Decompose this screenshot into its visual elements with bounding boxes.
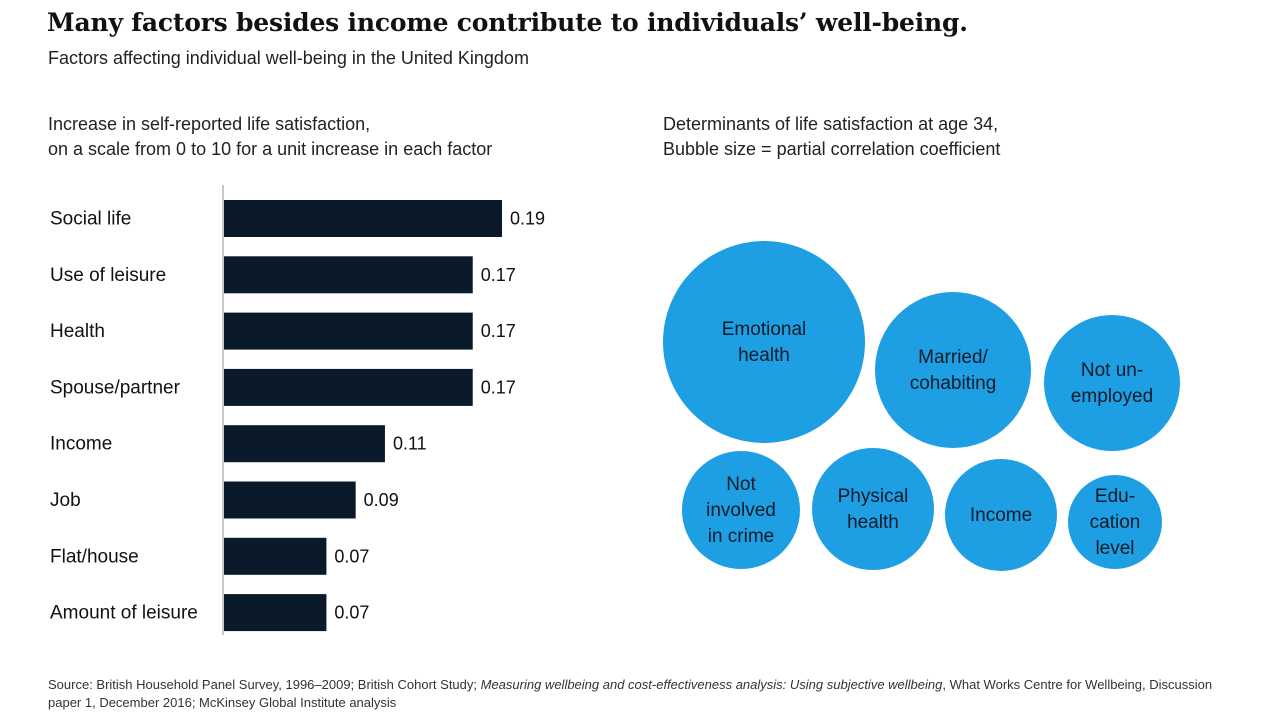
bar-category-label: Amount of leisure	[50, 603, 198, 624]
bubble-label: employed	[1071, 386, 1153, 407]
bubble-label: Physical	[838, 486, 909, 507]
bubble	[812, 448, 934, 570]
bar-value-label: 0.17	[481, 265, 516, 285]
bubble-label: involved	[706, 500, 776, 521]
bar-category-label: Job	[50, 490, 81, 511]
bar	[224, 200, 502, 237]
source-publication-title: Measuring wellbeing and cost-effectivene…	[480, 677, 943, 692]
bar-value-label: 0.09	[364, 490, 399, 510]
bubble	[1044, 315, 1180, 451]
bubble	[663, 241, 865, 443]
chart-subtitle: Factors affecting individual well-being …	[48, 48, 529, 68]
bar-value-label: 0.07	[334, 603, 369, 623]
bar-value-label: 0.17	[481, 377, 516, 397]
bar-value-label: 0.07	[334, 546, 369, 566]
bar-chart: Social life 0.19 Use of leisure 0.17 Health 0…	[50, 185, 545, 635]
bubble-label: health	[738, 345, 790, 366]
bubble-label: in crime	[708, 526, 775, 547]
bubble-label: Edu-	[1095, 486, 1135, 507]
bubble-label: Not un-	[1081, 360, 1143, 381]
bubble-label: Income	[970, 505, 1032, 526]
bar-chart-description: Increase in self-reported life satisfact…	[48, 112, 492, 162]
bar-category-label: Health	[50, 321, 105, 342]
bar	[224, 594, 327, 632]
bubble	[1068, 475, 1162, 569]
bar-category-label: Flat/house	[50, 546, 139, 567]
bubble-label: cohabiting	[910, 373, 997, 394]
bubble-label: Married/	[918, 347, 988, 368]
bubble	[945, 459, 1057, 571]
bar	[224, 312, 473, 350]
bar-value-label: 0.11	[393, 434, 427, 454]
bubble-label: level	[1095, 538, 1134, 559]
bar	[224, 481, 356, 519]
bar-category-label: Income	[50, 434, 112, 455]
bar-value-label: 0.17	[481, 321, 516, 341]
bar	[224, 368, 473, 406]
source-part3: , What Works Centre for Wellbeing, Discu…	[48, 677, 1213, 710]
bar-chart-description-line2: on a scale from 0 to 10 for a unit incre…	[48, 139, 493, 159]
bubble-chart: Emotional health Married/cohabiting Not un-…	[663, 241, 1180, 571]
bubble-label: health	[847, 512, 899, 533]
bubble-chart-description-line2: Bubble size = partial correlation coeffi…	[663, 139, 1001, 159]
bar	[224, 256, 473, 294]
chart-title: Many factors besides income contribute t…	[47, 8, 968, 37]
bubble	[875, 292, 1031, 448]
bar	[224, 537, 327, 575]
bar-category-label: Social life	[50, 209, 131, 230]
bar	[224, 425, 385, 463]
bubble-chart-description-line1: Determinants of life satisfaction at age…	[663, 114, 999, 134]
source-note: Source: British Household Panel Survey, …	[48, 676, 1228, 712]
bar-category-label: Spouse/partner	[50, 377, 181, 398]
bar-value-label: 0.19	[510, 209, 545, 229]
bubble	[682, 451, 800, 569]
source-part1: Source: British Household Panel Survey, …	[48, 677, 481, 692]
bubble-chart-description: Determinants of life satisfaction at age…	[663, 112, 1000, 162]
bar-category-label: Use of leisure	[50, 265, 166, 286]
bubble-label: Not	[726, 474, 756, 495]
bubble-label: cation	[1090, 512, 1141, 533]
bar-chart-description-line1: Increase in self-reported life satisfact…	[48, 114, 371, 134]
bubble-label: Emotional	[722, 319, 807, 340]
